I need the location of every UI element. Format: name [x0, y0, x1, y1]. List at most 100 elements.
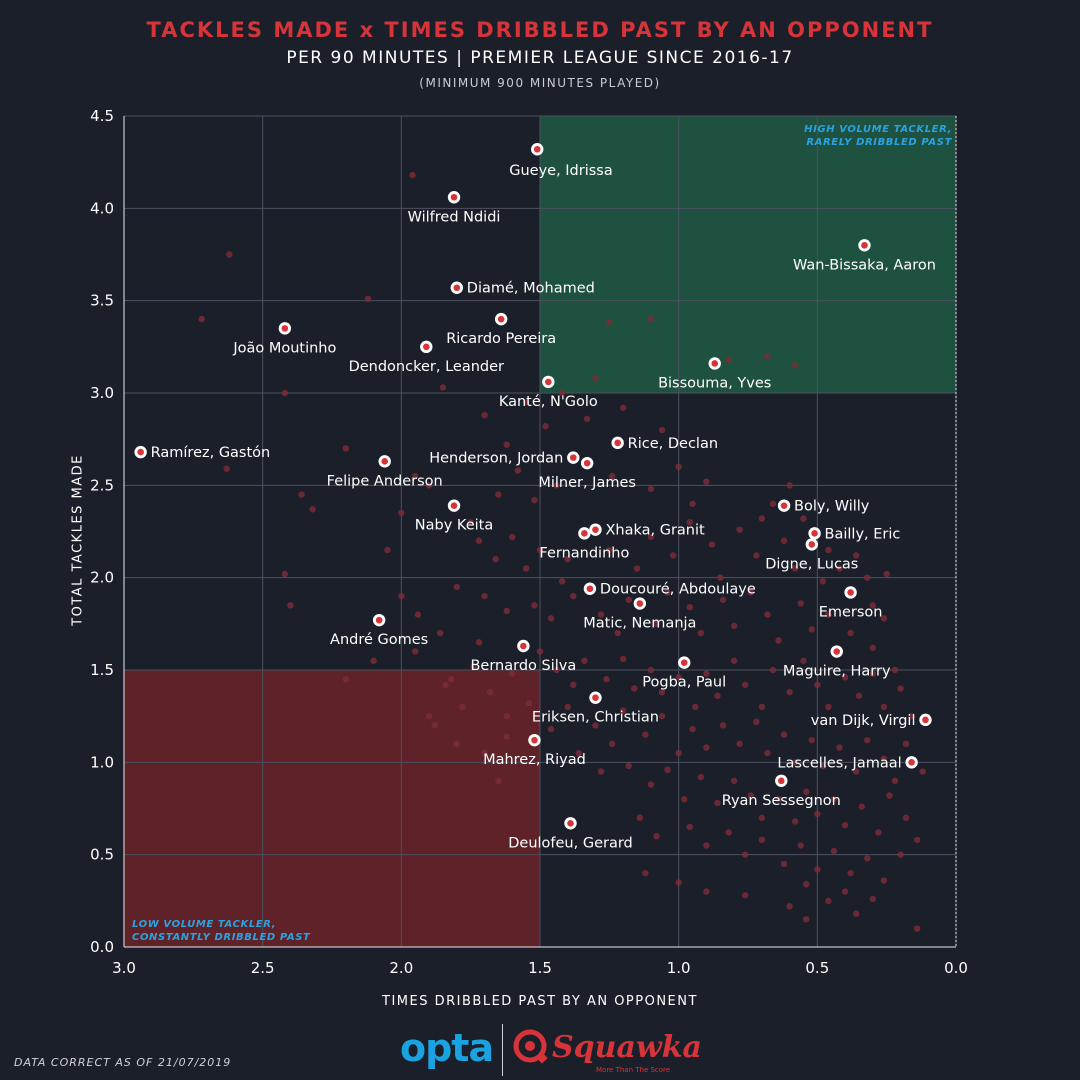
background-point	[503, 607, 510, 615]
background-point	[836, 744, 843, 751]
zone-high	[540, 116, 956, 393]
background-point	[902, 814, 910, 821]
background-point	[653, 833, 660, 840]
background-point	[869, 602, 876, 609]
background-point	[642, 869, 649, 877]
x-tick-label: 3.0	[112, 959, 136, 977]
player-point-core	[680, 659, 688, 666]
player-point-core	[569, 454, 577, 461]
background-point	[681, 796, 688, 803]
background-point	[453, 740, 460, 748]
player-label: André Gomes	[330, 632, 428, 648]
background-point	[703, 888, 710, 895]
player-point-core	[808, 541, 816, 548]
zone-low	[124, 670, 540, 947]
background-point	[431, 722, 438, 729]
background-point	[481, 749, 488, 757]
background-point	[880, 877, 888, 884]
x-tick-label: 2.0	[389, 959, 413, 977]
background-point	[398, 509, 405, 517]
x-tick-label: 0.5	[805, 959, 829, 977]
background-point	[814, 810, 821, 818]
background-point	[786, 903, 793, 910]
background-point	[747, 589, 754, 596]
background-point	[808, 626, 815, 633]
background-point	[730, 657, 738, 664]
player-point-core	[777, 777, 785, 785]
highlighted-points	[134, 143, 932, 830]
player-point-core	[592, 694, 599, 701]
background-point	[847, 869, 854, 877]
background-point	[725, 356, 732, 363]
background-point	[864, 736, 871, 744]
chart-note: (MINIMUM 900 MINUTES PLAYED)	[419, 76, 661, 90]
player-point-core	[583, 459, 591, 467]
background-point	[791, 565, 799, 572]
player-label: Ricardo Pereira	[446, 331, 556, 347]
background-point	[780, 537, 788, 544]
background-point	[717, 574, 724, 581]
background-point	[775, 796, 782, 803]
background-point	[764, 749, 771, 757]
background-point	[547, 615, 555, 622]
background-point	[342, 445, 350, 452]
background-point	[736, 526, 743, 533]
background-point	[495, 777, 502, 784]
background-point	[780, 731, 788, 738]
player-point-core	[636, 600, 644, 607]
background-point	[425, 482, 433, 489]
background-point	[281, 570, 289, 578]
background-point	[531, 496, 538, 504]
player-label: Milner, James	[538, 475, 636, 491]
background-point	[814, 681, 821, 688]
background-point	[753, 718, 760, 725]
background-point	[883, 570, 890, 578]
background-point	[736, 740, 743, 748]
background-point	[703, 842, 710, 849]
background-point	[633, 565, 641, 572]
player-point-core	[453, 284, 461, 292]
y-tick-label: 1.5	[90, 661, 114, 679]
background-point	[606, 546, 613, 554]
background-point	[669, 552, 677, 559]
background-point	[583, 415, 591, 423]
player-point-core	[533, 145, 541, 153]
y-tick-label: 3.0	[90, 384, 114, 402]
y-tick-label: 0.0	[90, 938, 114, 956]
player-point-core	[545, 378, 552, 386]
player-label: Boly, Willy	[794, 499, 870, 515]
y-tick-label: 2.5	[90, 476, 114, 494]
background-point	[908, 712, 915, 720]
background-point	[708, 541, 716, 548]
background-point	[725, 829, 732, 836]
background-point	[891, 777, 899, 784]
background-point	[514, 467, 522, 474]
player-label: Kanté, N'Golo	[499, 394, 598, 410]
zone-label-low: LOW VOLUME TACKLER,	[132, 919, 276, 930]
y-axis-label: TOTAL TACKLES MADE	[70, 454, 86, 626]
background-point	[287, 602, 294, 609]
player-label: Eriksen, Christian	[532, 710, 659, 726]
player-label: Pogba, Paul	[642, 675, 726, 691]
y-tick-label: 2.0	[90, 569, 114, 587]
logos: opta Squawka More Than The Score	[400, 1024, 702, 1076]
background-point	[536, 648, 544, 655]
background-point	[553, 666, 560, 674]
player-point-core	[137, 448, 144, 456]
background-point	[658, 712, 666, 720]
background-point	[597, 611, 605, 618]
background-point	[800, 657, 807, 664]
background-point	[198, 315, 205, 323]
background-point	[864, 855, 871, 862]
background-point	[475, 639, 483, 646]
point-labels: Gueye, Idrissa Wilfred Ndidi Wan-Bissaka, …	[151, 163, 936, 851]
player-point-core	[520, 642, 527, 650]
background-point	[808, 736, 815, 744]
background-point	[503, 733, 510, 740]
zone-label-high: HIGH VOLUME TACKLER,	[804, 124, 952, 135]
player-label: Mahrez, Riyad	[483, 752, 586, 768]
player-label: Maguire, Harry	[783, 664, 891, 680]
player-point-core	[422, 343, 430, 351]
background-point	[558, 578, 566, 585]
